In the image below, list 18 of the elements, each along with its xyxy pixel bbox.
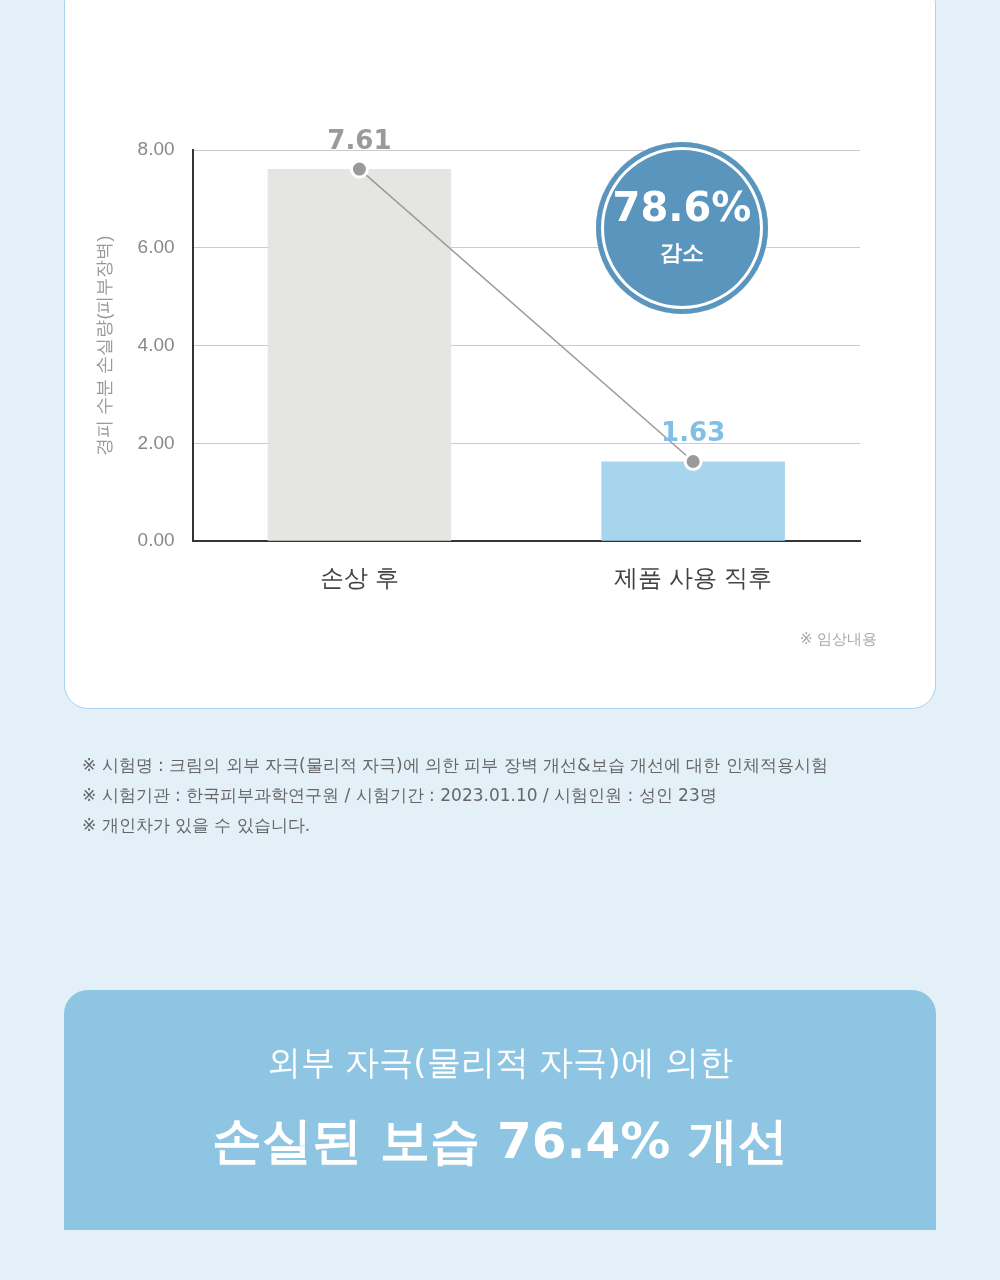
y-axis-title: 경피 수분 손실량(피부장벽) [93,235,114,456]
y-tick-label: 8.00 [137,138,175,160]
x-tick-label: 손상 후 [320,564,399,592]
y-tick-label: 2.00 [137,431,175,453]
annotation: 78.6% [611,184,753,230]
y-tick-label: 0.00 [137,529,175,551]
text: ※ 시험기관 : 한국피부과학연구원 / 시험기간 : 2023.01.10 / 시험인원 : 성인 23명 [82,784,718,807]
x-tick-label: 제품 사용 직후 [614,564,772,592]
y-tick-label: 6.00 [137,236,175,258]
text: ※ 임상내용 [800,630,878,649]
y-tick-label: 4.00 [137,333,175,355]
annotation: 감소 [659,239,705,267]
data-label: 1.63 [661,417,726,448]
text: 외부 자극(물리적 자극)에 의한 [265,1041,735,1084]
data-label: 7.61 [327,124,392,155]
text: 손실된 보습 76.4% 개선 [211,1111,789,1172]
text: ※ 개인차가 있을 수 있습니다. [82,814,312,837]
text: ※ 시험명 : 크림의 외부 자극(물리적 자극)에 의한 피부 장벽 개선&보습 개선에 대한 인체적용시험 [82,754,829,777]
